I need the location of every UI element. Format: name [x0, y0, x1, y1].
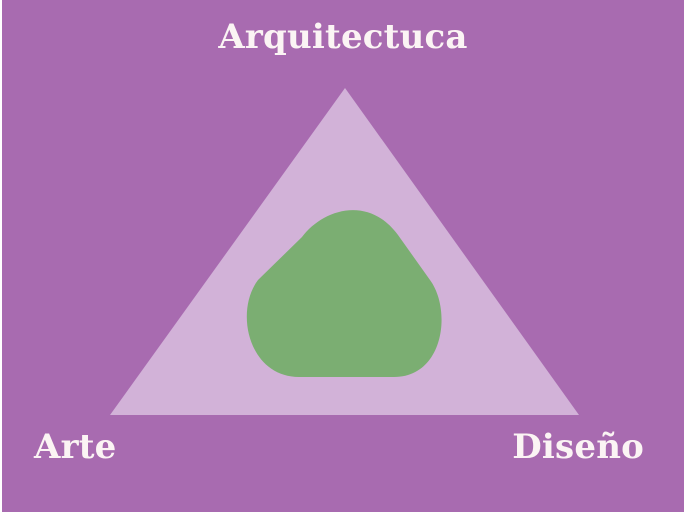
center-intersection-shape	[246, 210, 442, 377]
label-design: Diseño	[512, 427, 644, 467]
label-architecture: Arquitectuca	[218, 17, 468, 57]
label-art: Arte	[34, 427, 117, 467]
